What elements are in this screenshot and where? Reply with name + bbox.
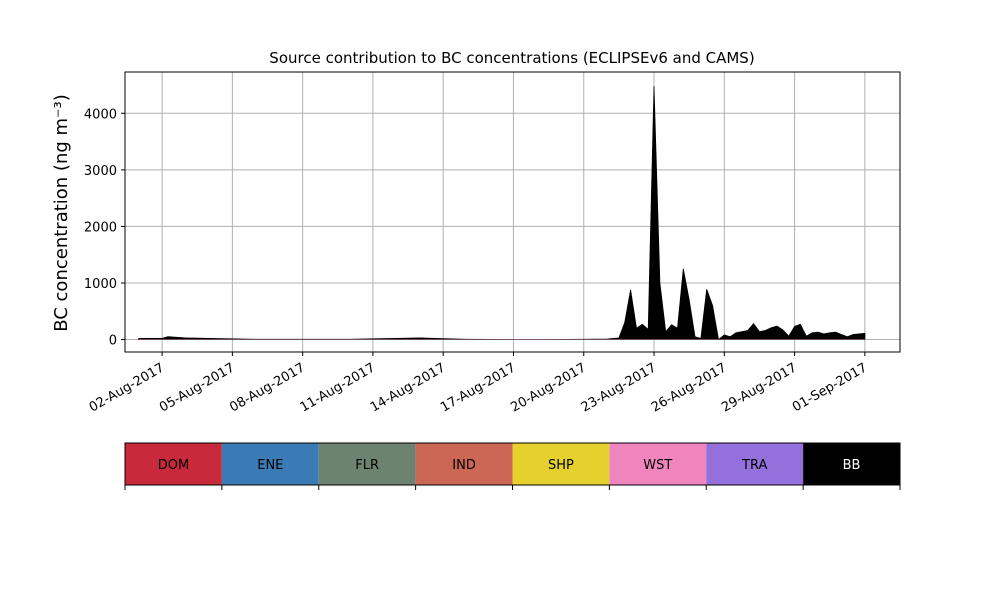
legend-swatch-dom: [125, 443, 222, 485]
legend-label-ene: ENE: [257, 458, 283, 473]
y-tick-label: 0: [109, 334, 117, 349]
legend-swatch-bb: [803, 443, 900, 485]
legend-swatch-wst: [609, 443, 707, 485]
y-tick-label: 1000: [84, 277, 117, 292]
legend-label-wst: WST: [643, 458, 672, 473]
data-layer: [138, 86, 866, 341]
legend-swatch-flr: [318, 443, 416, 485]
y-tick-label: 4000: [84, 107, 117, 122]
legend-label-dom: DOM: [158, 458, 189, 473]
series-area-bb: [138, 86, 866, 341]
legend-swatch-tra: [706, 443, 804, 485]
legend-swatch-ene: [221, 443, 319, 485]
legend-label-shp: SHP: [548, 458, 574, 473]
legend-swatch-ind: [415, 443, 513, 485]
legend-label-ind: IND: [452, 458, 476, 473]
plot-frame: [124, 71, 901, 353]
legend-label-flr: FLR: [355, 458, 379, 473]
y-axis: 0 1000 2000 3000 4000: [84, 107, 125, 349]
y-tick-label: 3000: [84, 164, 117, 179]
legend-label-bb: BB: [843, 458, 861, 473]
y-tick-label: 2000: [84, 220, 117, 235]
legend-label-tra: TRA: [741, 458, 767, 473]
chart-title: Source contribution to BC concentrations…: [269, 49, 754, 67]
legend: DOM ENE FLR IND SHP WST TRA BB: [124, 442, 901, 490]
legend-swatch-shp: [512, 443, 610, 485]
y-axis-label: BC concentration (ng m⁻³): [51, 94, 72, 332]
